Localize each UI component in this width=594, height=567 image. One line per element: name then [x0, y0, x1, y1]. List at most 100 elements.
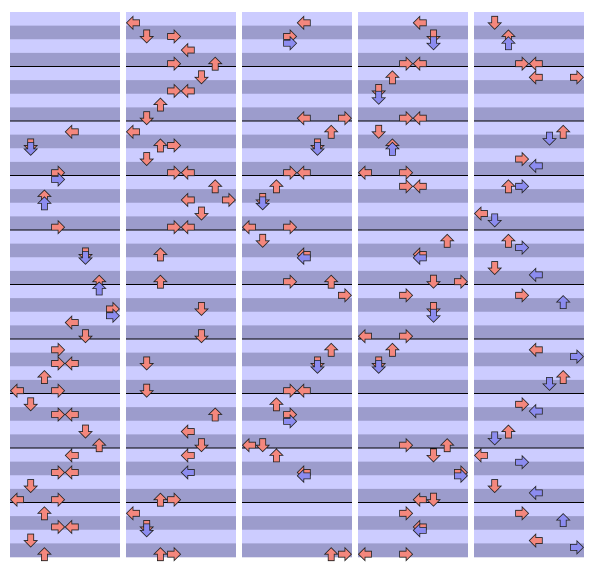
note-arrow [152, 547, 168, 562]
stripe [126, 407, 236, 422]
stripe [242, 543, 352, 558]
note-arrow [64, 315, 79, 331]
note-arrow [412, 15, 427, 31]
note-arrow [439, 233, 455, 248]
stripe [474, 407, 584, 422]
note-arrow [399, 546, 414, 562]
stripe [126, 161, 236, 176]
note-arrow [412, 522, 427, 538]
stripe [126, 448, 236, 462]
stripe [126, 80, 236, 95]
note-arrow [51, 219, 66, 235]
stripe [242, 488, 352, 503]
stripe [474, 434, 584, 449]
stripe [10, 243, 120, 258]
stripe [242, 352, 352, 367]
note-arrow [412, 178, 427, 194]
stripe [242, 475, 352, 490]
stripe [358, 529, 468, 544]
note-arrow [36, 196, 52, 211]
note-arrow [36, 506, 52, 521]
stripe [242, 25, 352, 40]
note-arrow [528, 267, 543, 283]
stripe [358, 298, 468, 313]
note-arrow [528, 342, 543, 358]
note-arrow [412, 56, 427, 72]
note-arrow [310, 141, 325, 156]
stripe [358, 284, 468, 299]
stripe [10, 284, 120, 299]
stripe [10, 448, 120, 462]
stripe [242, 12, 352, 26]
stripe [242, 516, 352, 531]
stripe [474, 216, 584, 231]
stripe [474, 39, 584, 54]
note-arrow [139, 152, 155, 167]
stripe [10, 311, 120, 326]
stripe [10, 148, 120, 163]
note-arrow [194, 206, 209, 221]
note-arrow [515, 505, 530, 521]
note-arrow [528, 533, 543, 549]
stripe [10, 52, 120, 67]
stripe [358, 325, 468, 340]
note-arrow [296, 15, 311, 31]
note-arrow [51, 464, 66, 480]
panel [9, 12, 120, 562]
note-arrow [528, 403, 543, 419]
stripe [474, 516, 584, 531]
note-arrow [384, 70, 400, 85]
note-arrow [473, 447, 488, 463]
note-arrow [23, 533, 39, 548]
note-arrow [91, 438, 107, 453]
stripe [358, 257, 468, 272]
note-arrow [439, 438, 455, 453]
stripe [126, 121, 236, 135]
stripe [358, 39, 468, 54]
note-arrow [296, 110, 311, 126]
note-arrow [399, 178, 414, 194]
note-arrow [515, 454, 530, 470]
stripe [10, 25, 120, 40]
note-arrow [426, 448, 441, 463]
stripe [242, 325, 352, 340]
stripe [126, 298, 236, 313]
note-arrow [64, 519, 79, 535]
note-arrow [51, 519, 66, 535]
note-arrow [399, 505, 414, 521]
note-arrow [399, 56, 414, 72]
stripe [474, 325, 584, 340]
stripe [474, 148, 584, 163]
note-arrow [167, 28, 182, 44]
note-arrow [500, 424, 516, 439]
note-arrow [9, 492, 24, 508]
note-arrow [180, 464, 195, 480]
note-arrow [283, 165, 298, 181]
stripe [10, 407, 120, 422]
stripe [358, 216, 468, 231]
stripe [358, 161, 468, 176]
stripe [474, 93, 584, 108]
note-arrow [515, 151, 530, 167]
stripe [474, 121, 584, 135]
stripe [474, 379, 584, 394]
note-arrow [241, 219, 256, 235]
note-arrow [357, 328, 372, 344]
stripe [474, 80, 584, 95]
stripe [358, 148, 468, 163]
stripe [126, 475, 236, 490]
stripe [474, 366, 584, 381]
note-arrow [139, 523, 155, 538]
stripe [242, 366, 352, 381]
stripe [242, 379, 352, 394]
note-arrow [399, 328, 414, 344]
note-arrow [412, 492, 427, 508]
note-arrow [283, 413, 298, 429]
note-arrow [152, 492, 168, 507]
note-arrow [180, 424, 195, 440]
stripe [358, 543, 468, 558]
stripe [10, 502, 120, 517]
note-arrow [371, 124, 387, 139]
note-arrow [323, 124, 339, 139]
